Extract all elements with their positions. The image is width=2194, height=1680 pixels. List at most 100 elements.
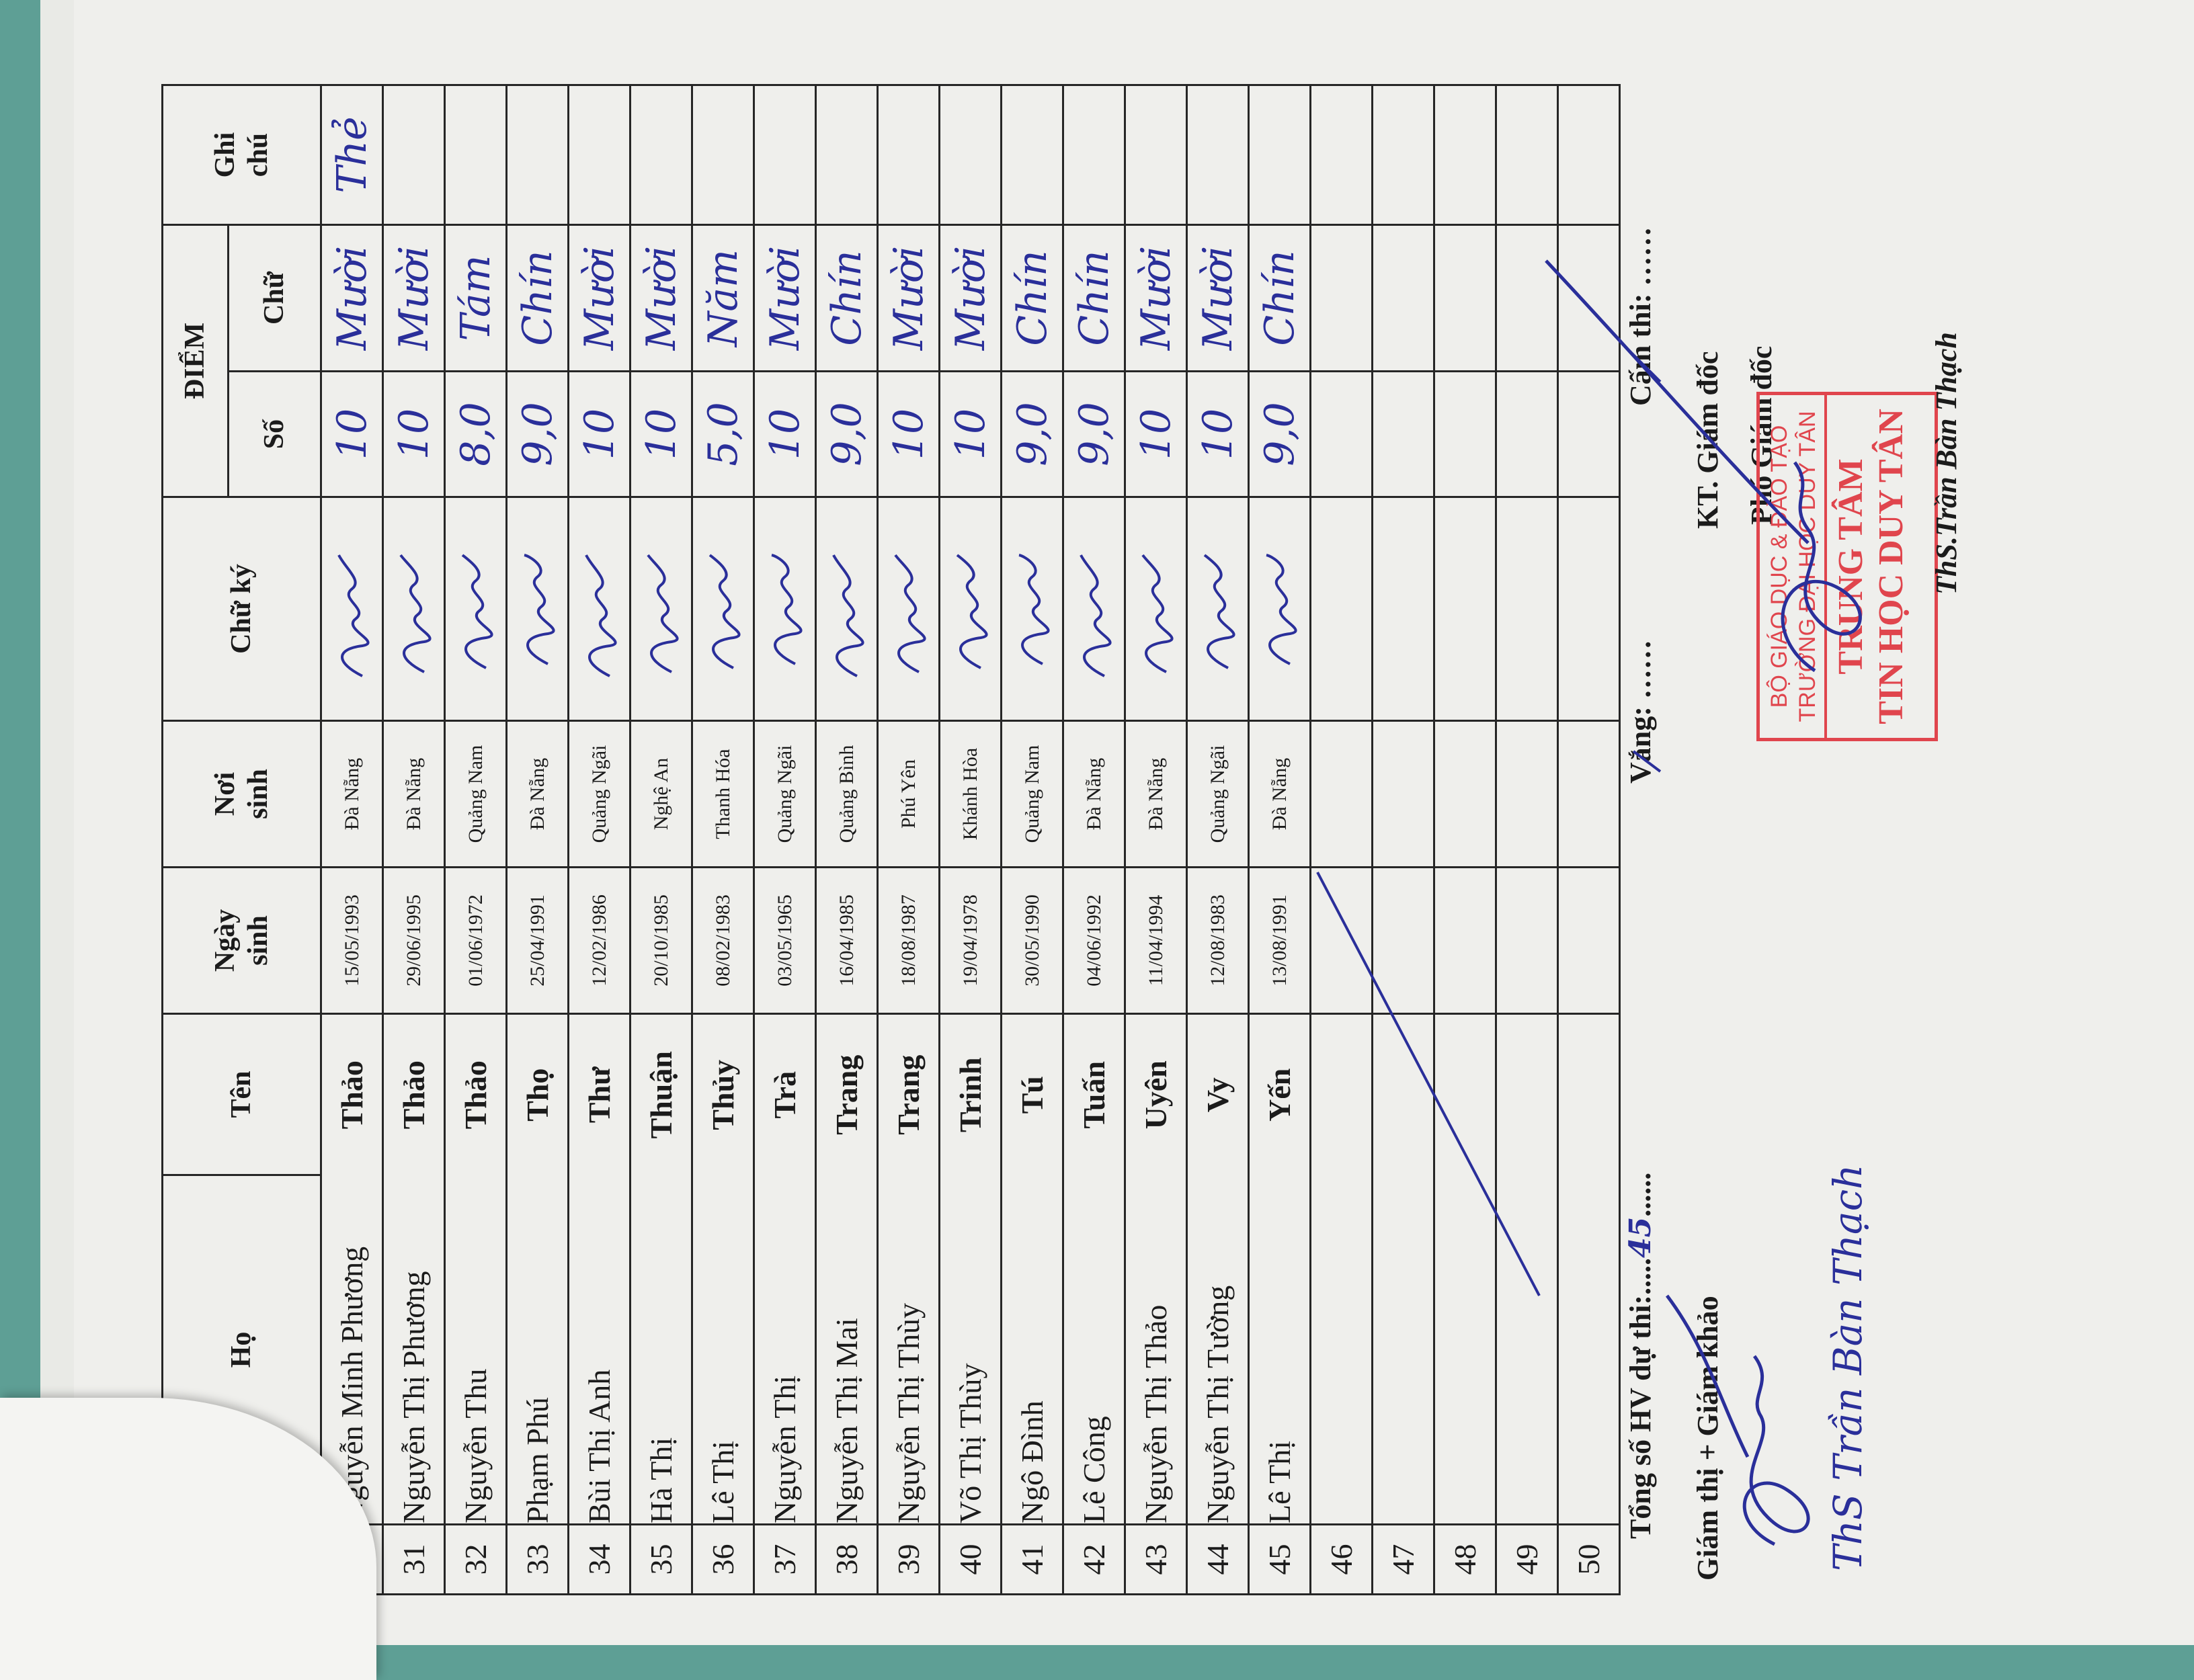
table-row: 36 Lê Thị Thủy 08/02/1983 Thanh Hóa 5,0 Năm — [692, 85, 754, 1595]
cell-chu-ky — [1125, 497, 1187, 721]
cell-ho: Lê Công — [1063, 1175, 1125, 1525]
cell-ngay-sinh: 08/02/1983 — [692, 867, 754, 1014]
signature-scribble — [956, 554, 987, 669]
cell-noi-sinh: Khánh Hòa — [939, 720, 1002, 868]
cell-ho — [1434, 1175, 1496, 1525]
cell-noi-sinh — [1310, 720, 1373, 868]
table-row: 50 — [1557, 85, 1620, 1595]
total-label: Tổng số HV dự thi:..... — [1624, 1257, 1657, 1539]
cell-ghi-chu — [754, 85, 816, 225]
table-row: 47 — [1372, 85, 1434, 1595]
cell-noi-sinh: Quảng Ngãi — [754, 720, 816, 868]
cell-chu-ky — [1557, 497, 1620, 721]
signature-scribble — [523, 554, 555, 665]
cell-chu — [1372, 224, 1434, 372]
cell-chu: Mười — [754, 224, 816, 372]
signature-scribble — [646, 554, 678, 673]
cell-stt: 46 — [1310, 1524, 1373, 1595]
cell-stt: 35 — [630, 1524, 692, 1595]
director-line1: KT. Giám đốc — [1691, 351, 1724, 529]
signature-scribble — [831, 554, 864, 677]
cell-ho: Nguyễn Thị Thùy — [877, 1175, 940, 1525]
cell-noi-sinh: Phú Yên — [877, 720, 940, 868]
cell-ghi-chu — [568, 85, 631, 225]
proctor-label: Giám thị + Giám khảo — [1691, 1296, 1724, 1581]
cell-chu-ky — [815, 497, 878, 721]
cell-ghi-chu — [382, 85, 445, 225]
table-row: 41 Ngô Đình Tú 30/05/1990 Quảng Nam 9,0 Chín — [1001, 85, 1063, 1595]
cell-ngay-sinh — [1372, 867, 1434, 1014]
table-row: 34 Bùi Thị Anh Thư 12/02/1986 Quảng Ngãi 10 Mư… — [568, 85, 631, 1595]
cell-chu — [1310, 224, 1373, 372]
cell-ten: Uyên — [1125, 1013, 1187, 1175]
cell-ghi-chu — [1434, 85, 1496, 225]
cell-ten: Trang — [877, 1013, 940, 1175]
cell-ho: Nguyễn Thị — [754, 1175, 816, 1525]
cell-ho: Nguyễn Thu — [444, 1175, 507, 1525]
cell-chu: Tám — [444, 224, 507, 372]
cell-so — [1434, 371, 1496, 497]
cell-noi-sinh: Thanh Hóa — [692, 720, 754, 868]
cell-stt: 32 — [444, 1524, 507, 1595]
cell-ho: Nguyễn Thị Mai — [815, 1175, 878, 1525]
cell-chu-ky — [321, 497, 383, 721]
cell-noi-sinh — [1434, 720, 1496, 868]
cell-ten: Thảo — [444, 1013, 507, 1175]
cell-chu-ky — [877, 497, 940, 721]
cell-chu-ky — [1372, 497, 1434, 721]
table-row: 31 Nguyễn Thị Phương Thảo 29/06/1995 Đà Nẵng… — [382, 85, 445, 1595]
cell-chu: Mười — [568, 224, 631, 372]
cell-chu-ky — [692, 497, 754, 721]
cell-so: 9,0 — [1001, 371, 1063, 497]
cell-stt: 49 — [1496, 1524, 1558, 1595]
cell-ngay-sinh: 15/05/1993 — [321, 867, 383, 1014]
cell-ten: Thảo — [382, 1013, 445, 1175]
header-so: Số — [228, 371, 321, 497]
cell-chu-ky — [630, 497, 692, 721]
cell-ghi-chu — [1557, 85, 1620, 225]
cell-so: 9,0 — [1248, 371, 1311, 497]
table-row: 39 Nguyễn Thị Thùy Trang 18/08/1987 Phú Yên 1… — [877, 85, 940, 1595]
cell-ho: Hà Thị — [630, 1175, 692, 1525]
cell-ngay-sinh: 25/04/1991 — [506, 867, 569, 1014]
cell-so: 9,0 — [1063, 371, 1125, 497]
cell-chu: Mười — [321, 224, 383, 372]
cell-stt: 43 — [1125, 1524, 1187, 1595]
table-row: 33 Phạm Phú Thọ 25/04/1991 Đà Nẵng 9,0 Chín — [506, 85, 569, 1595]
cell-stt: 47 — [1372, 1524, 1434, 1595]
cell-so: 10 — [877, 371, 940, 497]
cell-ten: Trang — [815, 1013, 878, 1175]
cell-chu-ky — [506, 497, 569, 721]
table-row: 38 Nguyễn Thị Mai Trang 16/04/1985 Quảng Bìn… — [815, 85, 878, 1595]
header-diem: ĐIỂM — [162, 224, 229, 497]
signature-scribble — [399, 554, 431, 673]
cell-ghi-chu — [1496, 85, 1558, 225]
cell-ten: Vy — [1186, 1013, 1249, 1175]
cell-ngay-sinh: 11/04/1994 — [1125, 867, 1187, 1014]
cell-chu: Mười — [382, 224, 445, 372]
cell-so: 9,0 — [506, 371, 569, 497]
cell-so: 10 — [939, 371, 1002, 497]
cell-so: 5,0 — [692, 371, 754, 497]
cell-chu: Mười — [1186, 224, 1249, 372]
cell-chu-ky — [444, 497, 507, 721]
cell-stt: 50 — [1557, 1524, 1620, 1595]
cell-ho: Ngô Đình — [1001, 1175, 1063, 1525]
cell-stt: 42 — [1063, 1524, 1125, 1595]
cell-stt: 34 — [568, 1524, 631, 1595]
cell-ghi-chu — [877, 85, 940, 225]
table-row: 40 Võ Thị Thùy Trinh 19/04/1978 Khánh Hòa 10 M… — [939, 85, 1002, 1595]
cell-ngay-sinh: 13/08/1991 — [1248, 867, 1311, 1014]
cell-stt: 48 — [1434, 1524, 1496, 1595]
cell-ten: Trinh — [939, 1013, 1002, 1175]
cell-ten: Thảo — [321, 1013, 383, 1175]
cell-chu — [1496, 224, 1558, 372]
cell-chu-ky — [568, 497, 631, 721]
cell-so: 8,0 — [444, 371, 507, 497]
cell-stt: 41 — [1001, 1524, 1063, 1595]
cell-ghi-chu — [444, 85, 507, 225]
signature-scribble — [337, 554, 369, 677]
signature-scribble — [708, 554, 740, 669]
cell-ho: Nguyễn Thị Thảo — [1125, 1175, 1187, 1525]
